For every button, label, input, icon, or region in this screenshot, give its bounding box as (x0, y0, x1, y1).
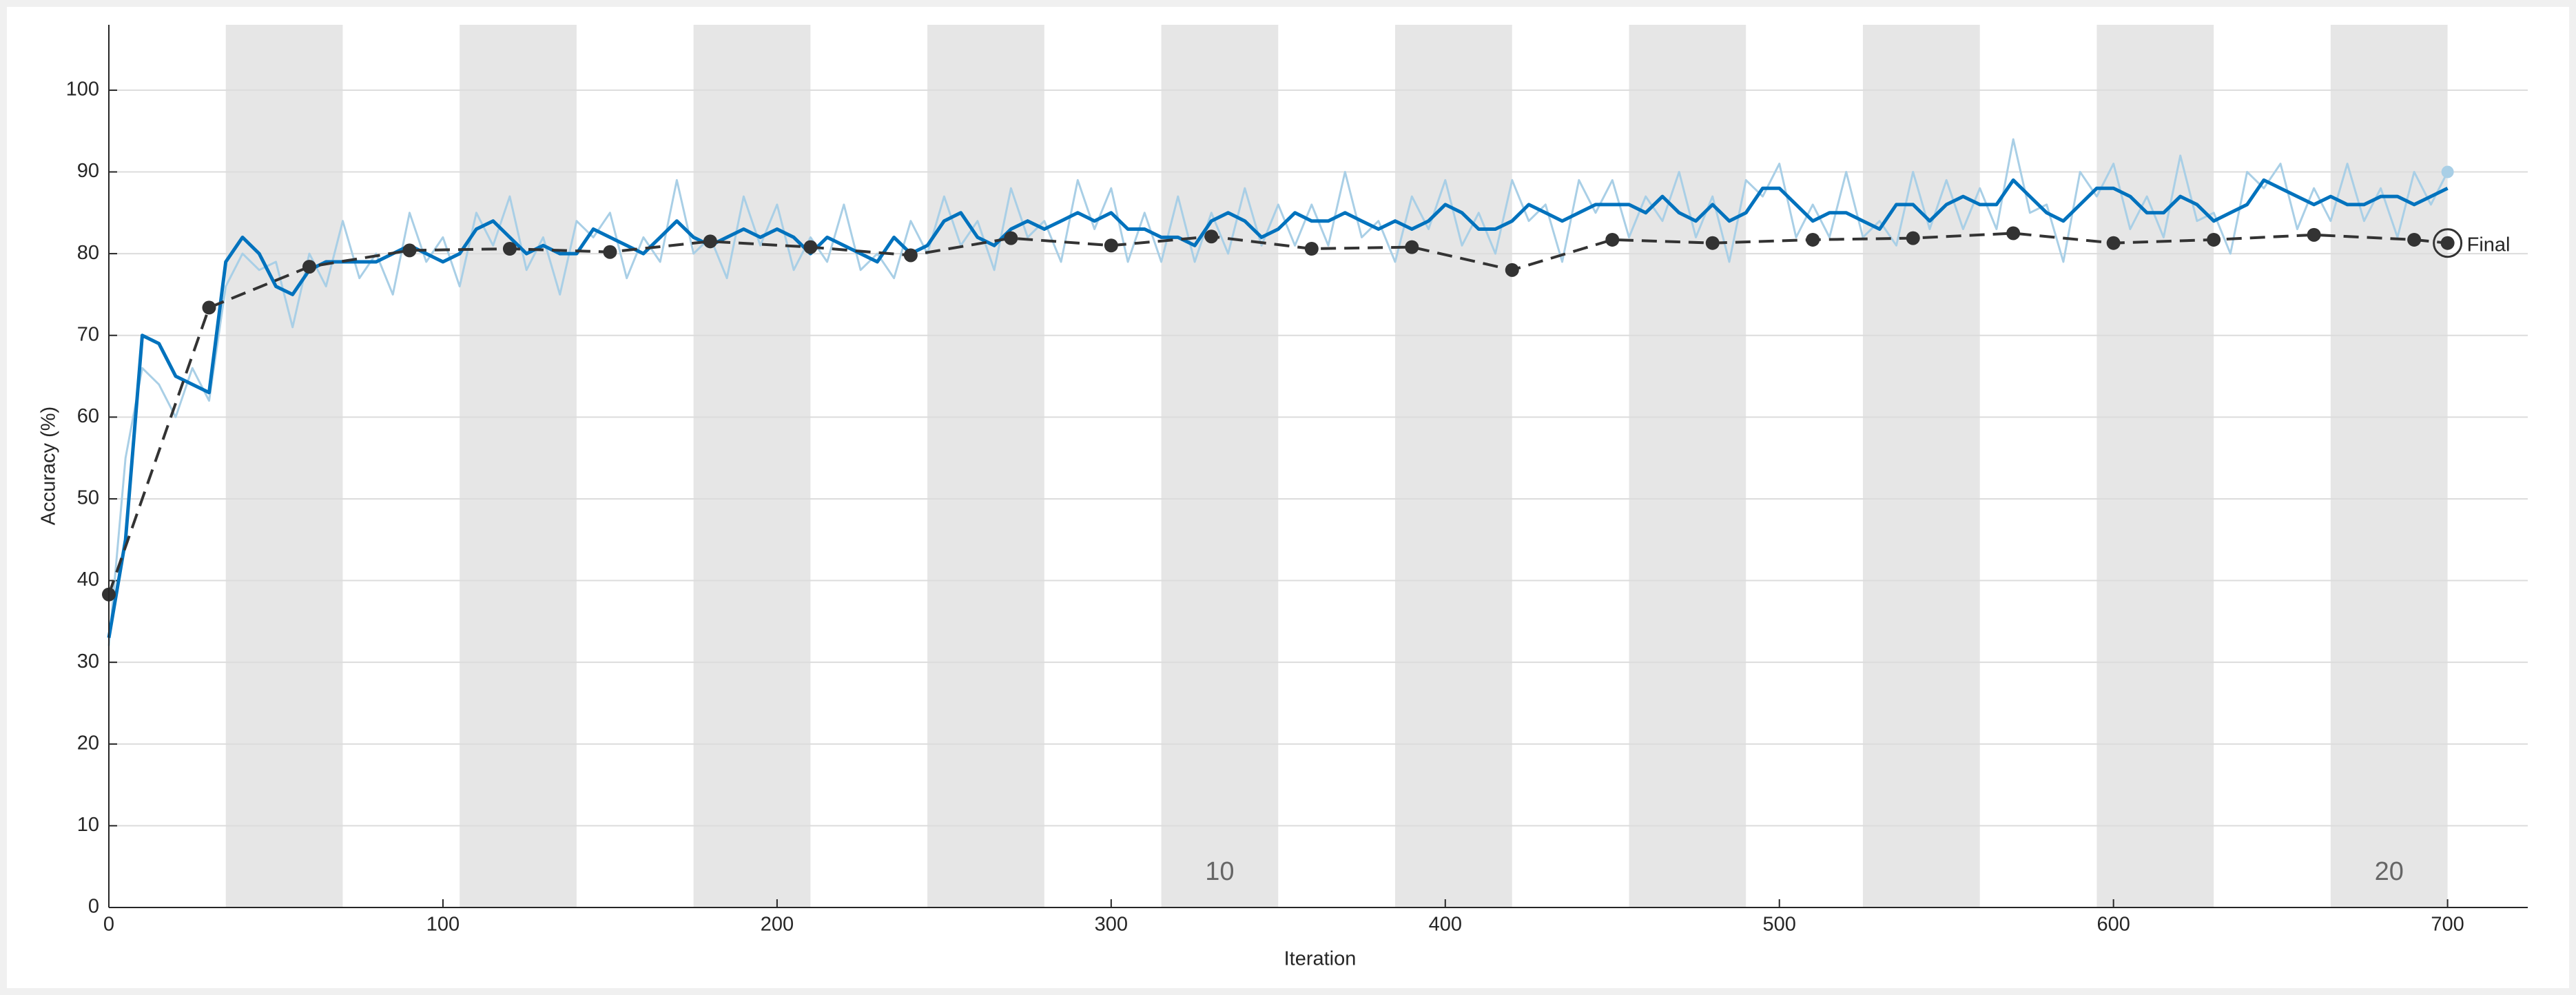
data-point (903, 248, 918, 263)
data-point (2440, 236, 2455, 250)
epoch-band (1161, 25, 1279, 907)
x-tick-label: 500 (1763, 914, 1796, 936)
data-point (502, 241, 517, 256)
data-point (302, 260, 316, 274)
data-point (1204, 229, 1219, 244)
data-point (1605, 232, 1620, 247)
data-point (1806, 232, 1820, 247)
y-tick-label: 20 (77, 732, 99, 754)
data-point (1104, 238, 1118, 253)
epoch-band (1395, 25, 1512, 907)
y-tick-label: 40 (77, 568, 99, 591)
data-point (1906, 231, 1920, 245)
data-point (2207, 232, 2221, 247)
data-point (703, 234, 717, 249)
y-tick-label: 50 (77, 487, 99, 509)
epoch-band (460, 25, 577, 907)
x-tick-label: 600 (2096, 914, 2130, 936)
data-point (1705, 236, 1720, 250)
y-tick-label: 70 (77, 323, 99, 345)
data-point (1505, 263, 1519, 277)
series-line (107, 178, 2449, 639)
y-tick-label: 100 (66, 79, 99, 101)
data-point (1004, 231, 1018, 245)
y-tick-label: 80 (77, 242, 99, 264)
y-tick-label: 10 (77, 814, 99, 836)
x-tick-label: 200 (761, 914, 794, 936)
epoch-label: 20 (2375, 857, 2404, 886)
x-tick-label: 400 (1429, 914, 1462, 936)
epoch-label: 10 (1205, 857, 1234, 886)
x-tick-label: 700 (2431, 914, 2464, 936)
epoch-band (1862, 25, 1980, 907)
epoch-band (1629, 25, 1746, 907)
data-point (402, 243, 417, 258)
figure: Accuracy (%) Iteration 0 10 20 30 40 50 60 70 80… (7, 7, 2569, 988)
final-marker (2433, 228, 2463, 258)
x-tick-label: 100 (426, 914, 460, 936)
chart: Accuracy (%) Iteration 0 10 20 30 40 50 60 70 80… (38, 25, 2528, 970)
x-axis-label: Iteration (1284, 948, 1357, 970)
y-tick-label: 0 (88, 896, 99, 918)
data-point (1304, 241, 1319, 256)
epoch-band (225, 25, 343, 907)
epoch-band (693, 25, 811, 907)
y-tick-label: 60 (77, 405, 99, 427)
data-point (202, 300, 216, 315)
data-point (2307, 227, 2321, 242)
data-point (2006, 226, 2021, 240)
epoch-band (2096, 25, 2214, 907)
epoch-band (2330, 25, 2448, 907)
end-point (2441, 165, 2454, 178)
data-point (1405, 240, 1419, 254)
x-tick-label: 300 (1095, 914, 1128, 936)
y-axis-label: Accuracy (%) (38, 407, 60, 525)
series-line (107, 138, 2449, 646)
annotation: Final (2467, 234, 2511, 256)
x-tick-label: 0 (103, 914, 114, 936)
epoch-band (927, 25, 1044, 907)
data-point (2407, 232, 2422, 247)
data-point (603, 245, 617, 259)
data-point (803, 240, 818, 254)
y-tick-label: 30 (77, 650, 99, 673)
data-point (2106, 236, 2121, 250)
y-tick-label: 90 (77, 160, 99, 182)
